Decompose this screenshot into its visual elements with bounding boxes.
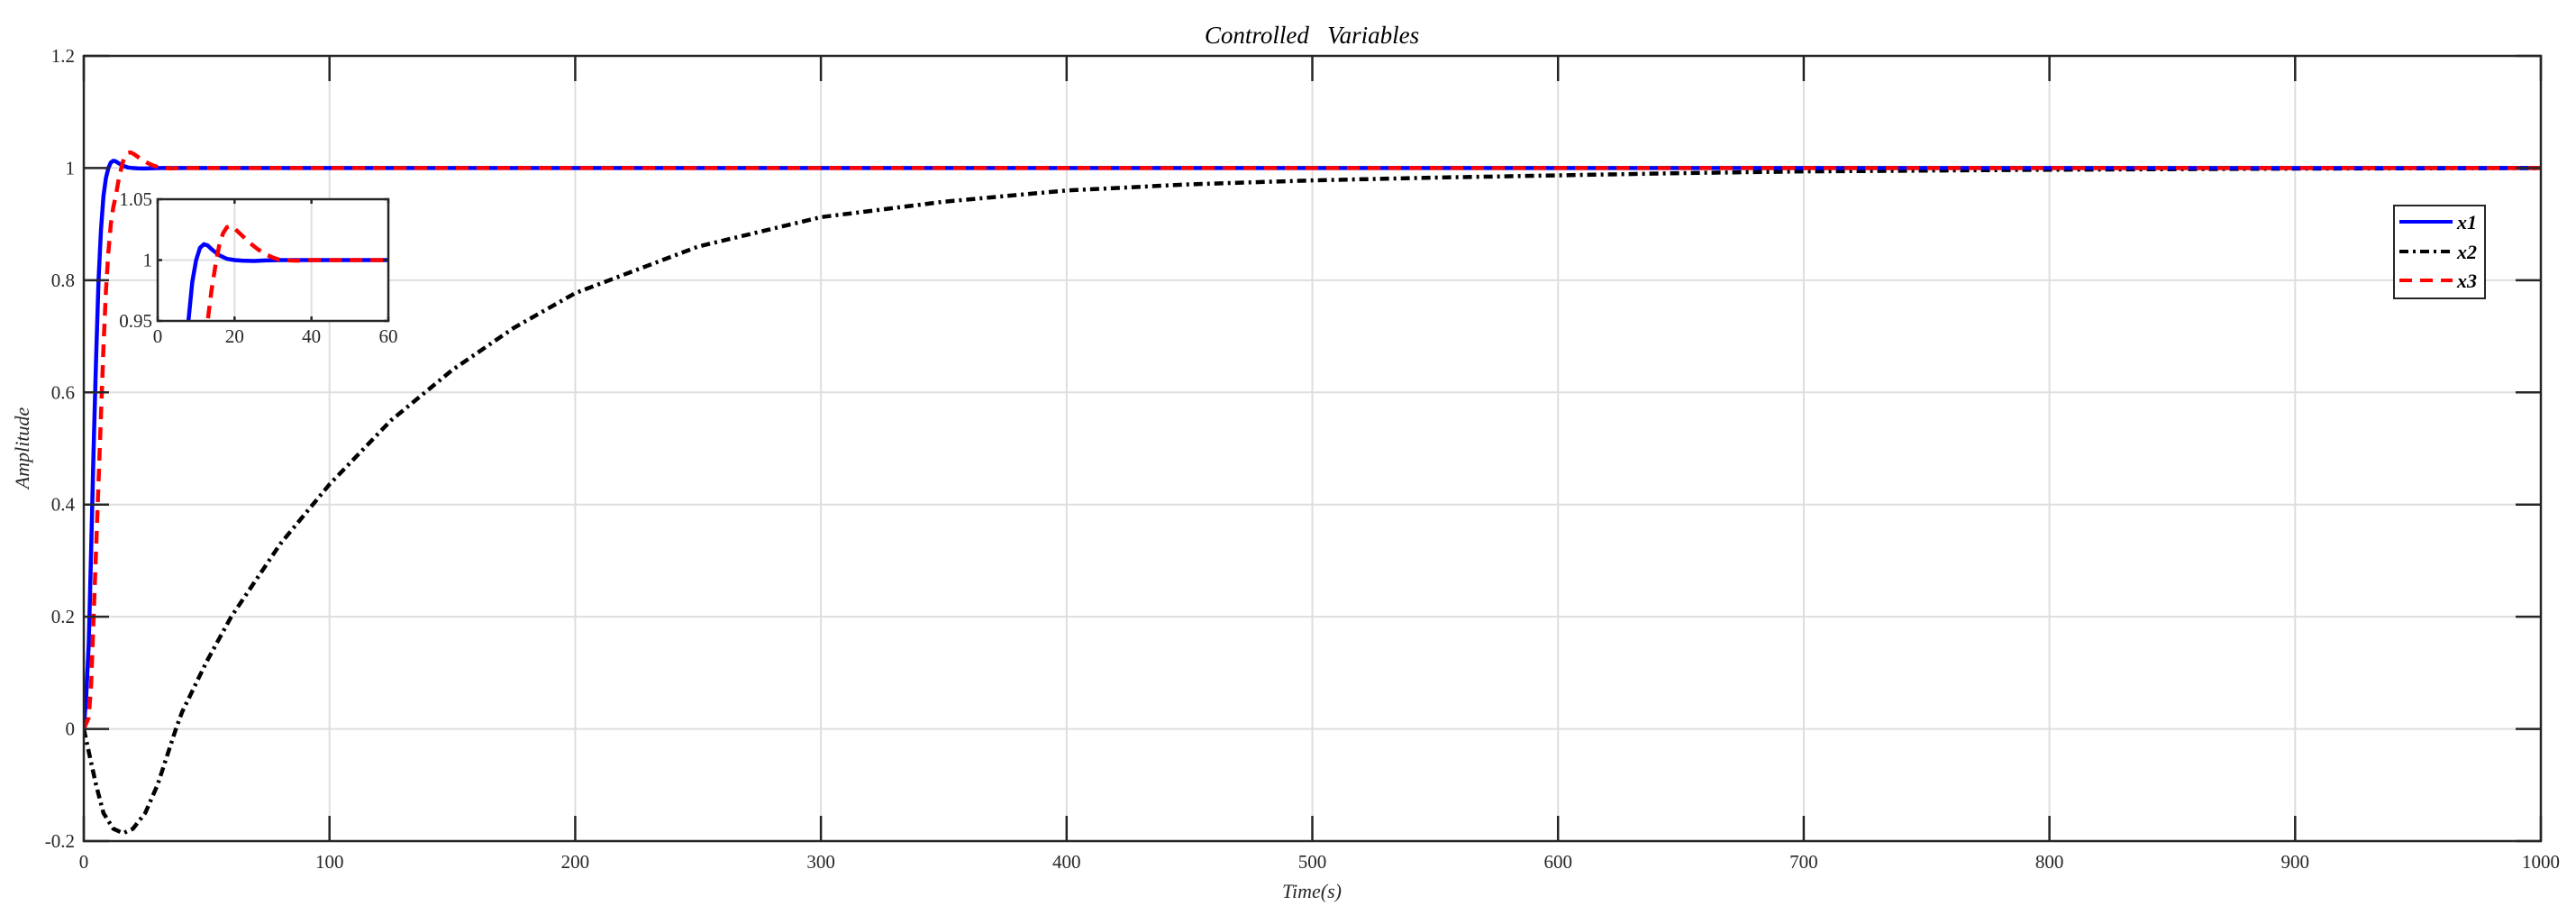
y-tick-label: 0.2 xyxy=(51,606,75,627)
x-tick-label: 800 xyxy=(2035,851,2064,873)
main-tick-labels: 0 100 200 300 400 500 600 700 800 900 1000-0.200.2… xyxy=(45,45,2560,873)
y-tick-label: 0.95 xyxy=(119,310,152,332)
inset-axes-box xyxy=(156,197,390,323)
legend-label-x3: x3 xyxy=(2456,270,2477,292)
x-tick-label: 20 xyxy=(225,325,244,347)
y-tick-label: 0.4 xyxy=(51,494,76,516)
y-tick-label: 0 xyxy=(66,718,76,740)
legend-label-x1: x1 xyxy=(2456,211,2477,233)
x-tick-label: 300 xyxy=(806,851,835,873)
legend-item-x1[interactable]: x1 xyxy=(2399,211,2477,233)
y-tick-label: 1 xyxy=(66,157,76,178)
y-tick-label: 1.05 xyxy=(119,188,152,210)
x-tick-label: 0 xyxy=(79,851,89,873)
y-tick-label: 1.2 xyxy=(51,45,75,67)
x-tick-label: 600 xyxy=(1543,851,1572,873)
chart-title: Controlled Variables xyxy=(1205,22,1419,49)
x-tick-label: 40 xyxy=(302,325,321,347)
x-tick-label: 0 xyxy=(153,325,163,347)
legend[interactable]: x1 x2 x3 xyxy=(2393,205,2486,299)
x-tick-label: 900 xyxy=(2281,851,2310,873)
x-tick-label: 200 xyxy=(561,851,590,873)
inset-series-group xyxy=(186,224,388,321)
y-axis-label: Amplitude xyxy=(11,407,33,491)
y-tick-label: 0.6 xyxy=(51,381,75,403)
x-tick-label: 700 xyxy=(1789,851,1818,873)
series-line-x3 xyxy=(205,224,388,321)
legend-label-x2: x2 xyxy=(2456,241,2477,263)
legend-item-x2[interactable]: x2 xyxy=(2399,241,2477,263)
main-series-group xyxy=(84,150,2541,836)
inset-axes: 0 20 40 60 0.95 1 1.05 xyxy=(119,188,397,347)
x-tick-label: 400 xyxy=(1052,851,1081,873)
x-tick-label: 100 xyxy=(315,851,344,873)
inset-tick-labels: 0 20 40 60 0.95 1 1.05 xyxy=(119,188,397,347)
series-line-x1 xyxy=(186,242,388,321)
series-line-x1 xyxy=(84,159,2541,729)
y-tick-label: 0.8 xyxy=(51,270,75,291)
x-axis-label: Time(s) xyxy=(1282,880,1342,902)
y-tick-label: 1 xyxy=(143,250,153,271)
legend-item-x3[interactable]: x3 xyxy=(2399,270,2477,292)
series-line-x2 xyxy=(84,166,2541,836)
series-line-x3 xyxy=(84,150,2541,730)
x-tick-label: 60 xyxy=(379,325,398,347)
x-tick-label: 1000 xyxy=(2522,851,2560,873)
y-tick-label: -0.2 xyxy=(45,830,75,852)
axes-box xyxy=(82,54,2543,843)
main-axes: 0 100 200 300 400 500 600 700 800 900 1000-0.200.2… xyxy=(45,45,2560,873)
x-tick-label: 500 xyxy=(1298,851,1327,873)
